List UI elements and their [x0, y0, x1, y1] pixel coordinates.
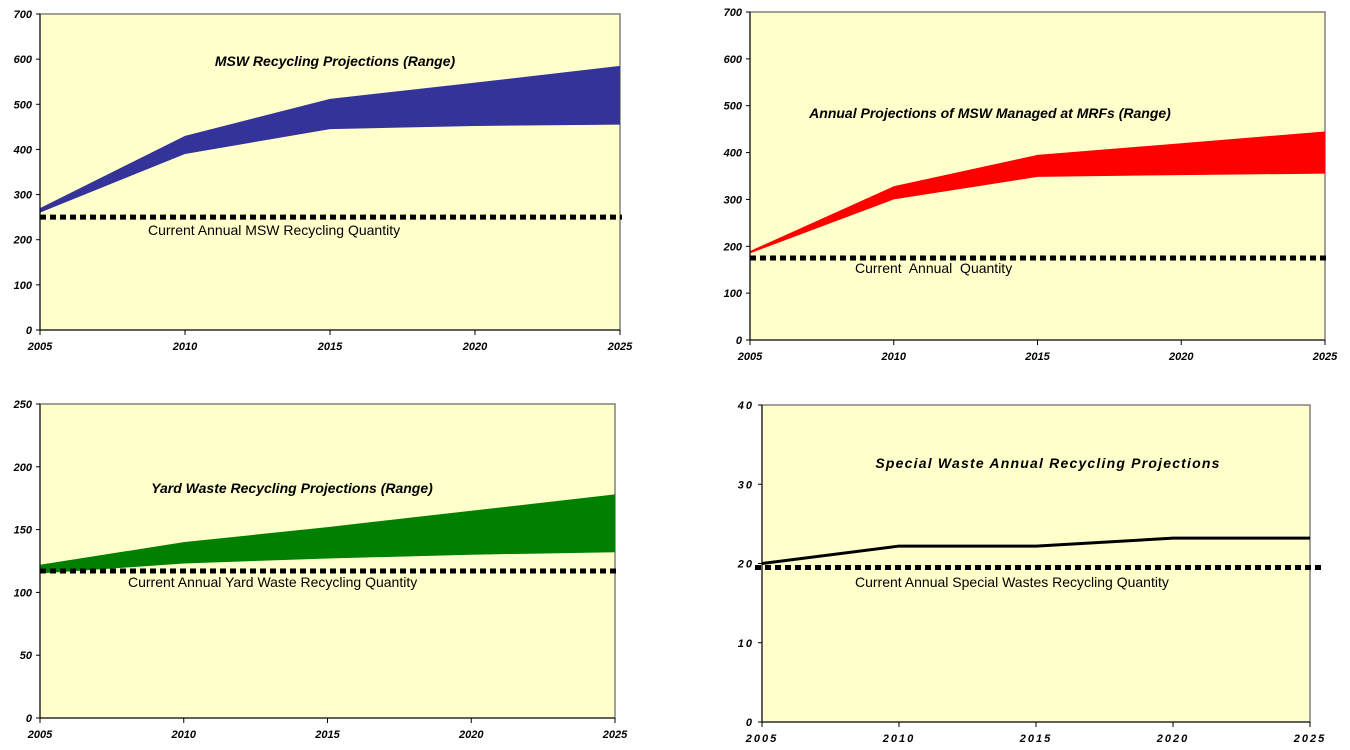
x-tick-label: 2010: [171, 729, 197, 741]
y-tick-label: 20: [737, 559, 754, 571]
special-waste-chart: Current Annual Special Wastes Recycling …: [737, 400, 1326, 745]
x-tick-label: 2005: [737, 351, 763, 363]
chart-title: Annual Projections of MSW Managed at MRF…: [808, 105, 1171, 121]
plot-area: [761, 404, 1311, 723]
x-tick-label: 2005: [27, 341, 53, 353]
projection-range-band: [40, 494, 615, 574]
y-tick-label: 0: [26, 325, 33, 337]
x-tick-label: 2025: [607, 341, 633, 353]
y-tick-label: 0: [746, 717, 754, 729]
y-tick-label: 300: [724, 194, 743, 206]
y-tick-label: 250: [13, 399, 33, 411]
y-tick-label: 200: [13, 462, 33, 474]
x-tick-label: 2015: [317, 341, 343, 353]
x-tick-label: 2010: [882, 733, 915, 745]
x-tick-label: 2025: [1312, 351, 1338, 363]
chart-title: Special Waste Annual Recycling Projectio…: [875, 455, 1220, 471]
y-tick-label: 100: [724, 288, 743, 300]
reference-label: Current Annual Special Wastes Recycling …: [855, 574, 1169, 590]
projection-line: [761, 536, 1310, 565]
y-tick-label: 0: [736, 335, 743, 347]
reference-label: Current Annual Yard Waste Recycling Quan…: [128, 574, 417, 590]
y-tick-label: 700: [14, 9, 33, 21]
msw-recycling-chart: Current Annual MSW Recycling Quantity MS…: [13, 9, 633, 353]
y-tick-label: 400: [723, 148, 743, 160]
projection-range-band: [750, 131, 1325, 254]
reference-label: Current Annual MSW Recycling Quantity: [148, 222, 400, 238]
y-tick-label: 40: [737, 400, 754, 412]
y-tick-label: 600: [724, 54, 743, 66]
x-tick-label: 2020: [1168, 351, 1194, 363]
mrf-projections-chart: Current Annual Quantity Annual Projectio…: [723, 7, 1338, 363]
y-tick-label: 0: [26, 713, 33, 725]
y-tick-label: 700: [724, 7, 743, 19]
x-tick-label: 2015: [314, 729, 340, 741]
y-tick-label: 100: [14, 587, 33, 599]
x-tick-label: 2005: [745, 733, 778, 745]
y-tick-label: 200: [13, 235, 33, 247]
y-tick-label: 150: [14, 525, 33, 537]
y-tick-label: 500: [724, 101, 743, 113]
x-tick-label: 2015: [1024, 351, 1050, 363]
yard-waste-chart: Current Annual Yard Waste Recycling Quan…: [13, 399, 628, 741]
x-tick-label: 2020: [458, 729, 484, 741]
x-tick-label: 2010: [172, 341, 198, 353]
chart-title: Yard Waste Recycling Projections (Range): [151, 480, 433, 496]
x-tick-label: 2025: [1293, 733, 1326, 745]
y-tick-label: 30: [738, 479, 754, 491]
projection-range-band: [40, 65, 620, 213]
x-tick-label: 2025: [602, 729, 628, 741]
x-tick-label: 2020: [1156, 733, 1189, 745]
y-tick-label: 10: [738, 638, 754, 650]
x-tick-label: 2010: [881, 351, 907, 363]
x-tick-label: 2015: [1019, 733, 1052, 745]
y-tick-label: 500: [14, 99, 33, 111]
y-tick-label: 300: [14, 190, 33, 202]
y-tick-label: 400: [13, 144, 33, 156]
y-tick-label: 600: [14, 54, 33, 66]
reference-label: Current Annual Quantity: [855, 260, 1012, 276]
y-tick-label: 200: [723, 241, 743, 253]
y-tick-label: 100: [14, 280, 33, 292]
chart-title: MSW Recycling Projections (Range): [215, 53, 456, 69]
y-tick-label: 50: [20, 650, 33, 662]
x-tick-label: 2020: [462, 341, 488, 353]
x-tick-label: 2005: [27, 729, 53, 741]
